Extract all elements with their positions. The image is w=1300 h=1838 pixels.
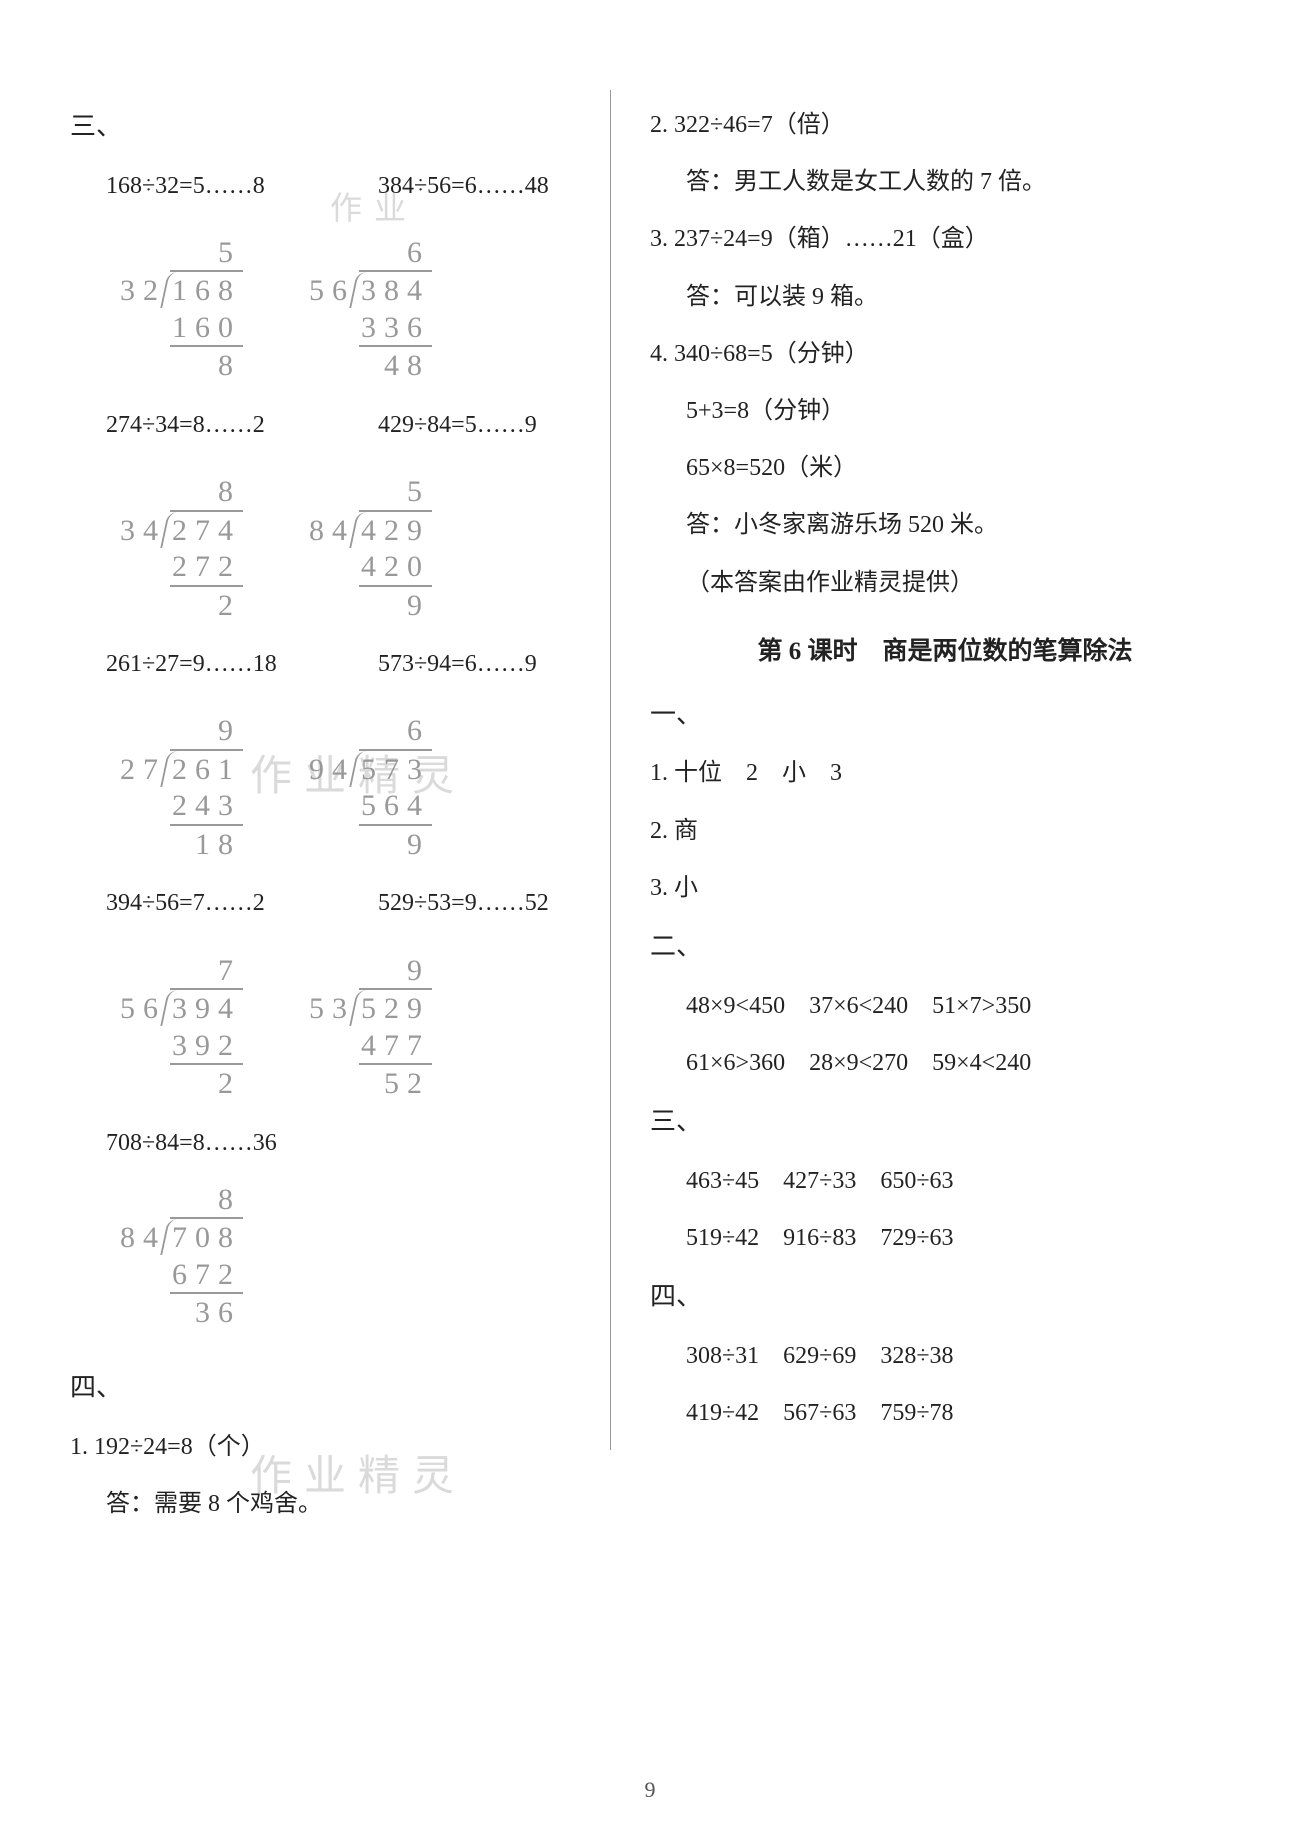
word-problem-eq: 2. 322÷46=7（倍） — [650, 104, 1240, 147]
section-1-label: 一、 — [650, 692, 1240, 739]
problem-pair: 168÷32=5……8 384÷56=6……48 — [70, 165, 590, 218]
long-division: 5 32168 160 8 — [116, 234, 245, 386]
section-3-label: 三、 — [650, 1099, 1240, 1146]
equation: 708÷84=8……36 — [106, 1122, 590, 1165]
long-division: 8 34274 272 2 — [116, 473, 245, 625]
section-2-label: 二、 — [650, 924, 1240, 971]
lesson-title: 第 6 课时 商是两位数的笔算除法 — [650, 629, 1240, 674]
long-division: 6 56384 336 48 — [305, 234, 434, 386]
section-3-label: 三、 — [70, 104, 590, 151]
long-division: 6 94573 564 9 — [305, 712, 434, 864]
source-note: （本答案由作业精灵提供） — [650, 562, 1240, 605]
division-row: 419÷42 567÷63 759÷78 — [650, 1392, 1240, 1435]
section-4-label: 四、 — [70, 1365, 590, 1412]
long-division: 9 53529 477 52 — [305, 952, 434, 1104]
comparison-row: 61×6>360 28×9<270 59×4<240 — [650, 1042, 1240, 1085]
equation: 394÷56=7……2 — [106, 882, 318, 925]
word-problem-answer: 答：小冬家离游乐场 520 米。 — [650, 504, 1240, 547]
fill-blank-answer: 2. 商 — [650, 810, 1240, 853]
division-row: 519÷42 916÷83 729÷63 — [650, 1217, 1240, 1260]
long-division: 7 56394 392 2 — [116, 952, 245, 1104]
fill-blank-answer: 1. 十位 2 小 3 — [650, 752, 1240, 795]
longdiv-pair: 9 27261 243 18 6 94573 564 9 — [70, 706, 590, 882]
section-4-label: 四、 — [650, 1274, 1240, 1321]
word-problem-eq: 4. 340÷68=5（分钟） — [650, 333, 1240, 376]
left-column: 三、 168÷32=5……8 384÷56=6……48 5 32168 160 … — [70, 90, 620, 1730]
word-problem-answer: 答：男工人数是女工人数的 7 倍。 — [650, 161, 1240, 204]
problem-item: 708÷84=8……36 — [70, 1122, 590, 1165]
longdiv-pair: 7 56394 392 2 9 53529 477 52 — [70, 946, 590, 1122]
fill-blank-answer: 3. 小 — [650, 867, 1240, 910]
word-problem-eq: 1. 192÷24=8（个） — [70, 1426, 590, 1469]
right-column: 2. 322÷46=7（倍） 答：男工人数是女工人数的 7 倍。 3. 237÷… — [620, 90, 1240, 1730]
word-problem-eq: 3. 237÷24=9（箱）……21（盒） — [650, 218, 1240, 261]
longdiv-pair: 8 34274 272 2 5 84429 420 9 — [70, 467, 590, 643]
long-division: 5 84429 420 9 — [305, 473, 434, 625]
comparison-row: 48×9<450 37×6<240 51×7>350 — [650, 985, 1240, 1028]
division-row: 308÷31 629÷69 328÷38 — [650, 1335, 1240, 1378]
division-row: 463÷45 427÷33 650÷63 — [650, 1160, 1240, 1203]
problem-pair: 261÷27=9……18 573÷94=6……9 — [70, 643, 590, 696]
two-column-layout: 三、 168÷32=5……8 384÷56=6……48 5 32168 160 … — [70, 90, 1240, 1730]
long-division: 9 27261 243 18 — [116, 712, 245, 864]
page-number: 9 — [645, 1770, 656, 1810]
longdiv-pair: 5 32168 160 8 6 56384 336 48 — [70, 228, 590, 404]
equation: 429÷84=5……9 — [378, 404, 590, 447]
problem-item: 168÷32=5……8 — [106, 165, 318, 218]
word-problem-step: 65×8=520（米） — [650, 447, 1240, 490]
problem-pair: 274÷34=8……2 429÷84=5……9 — [70, 404, 590, 457]
word-problem-step: 5+3=8（分钟） — [650, 390, 1240, 433]
equation: 384÷56=6……48 — [378, 165, 590, 208]
equation: 274÷34=8……2 — [106, 404, 318, 447]
equation: 261÷27=9……18 — [106, 643, 318, 686]
problem-pair: 394÷56=7……2 529÷53=9……52 — [70, 882, 590, 935]
equation: 529÷53=9……52 — [378, 882, 590, 925]
longdiv-single: 8 84708 672 36 — [70, 1175, 590, 1351]
problem-item: 384÷56=6……48 — [378, 165, 590, 218]
word-problem-answer: 答：需要 8 个鸡舍。 — [70, 1483, 590, 1526]
long-division: 8 84708 672 36 — [116, 1181, 245, 1333]
equation: 168÷32=5……8 — [106, 165, 318, 208]
equation: 573÷94=6……9 — [378, 643, 590, 686]
word-problem-answer: 答：可以装 9 箱。 — [650, 276, 1240, 319]
